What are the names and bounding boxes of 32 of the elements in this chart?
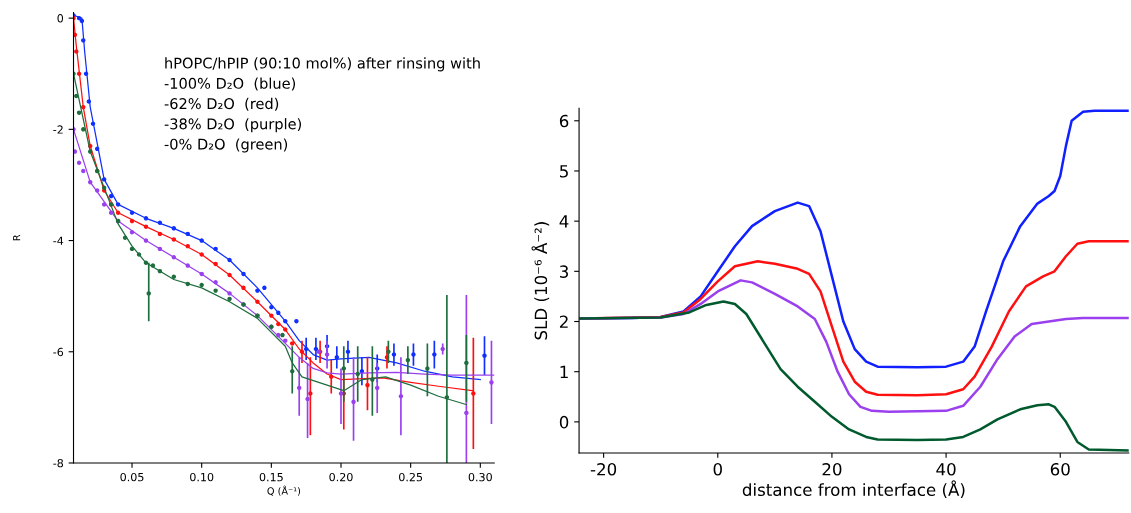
x-tick-label: -20 — [590, 463, 617, 476]
x-axis-title: distance from interface (Å) — [742, 480, 965, 499]
x-tick-label: 0.20 — [329, 472, 353, 482]
x-tick-label: 0.15 — [259, 472, 283, 482]
y-tick-label: 6 — [559, 114, 569, 128]
annotation: -62% D₂O (red) — [164, 97, 279, 111]
y-tick-label: 5 — [560, 165, 568, 178]
y-axis-title: SLD (10⁻⁶ Å⁻²) — [531, 222, 550, 340]
y-tick-label: 0 — [559, 415, 569, 429]
x-axis-title: Q (Å⁻¹) — [267, 485, 301, 496]
x-tick-label: 40 — [936, 463, 956, 476]
y-tick-label: -2 — [53, 125, 63, 134]
x-tick-label: 20 — [822, 463, 842, 476]
y-tick-label: -8 — [53, 458, 64, 468]
y-tick-label: 3 — [560, 265, 569, 278]
y-tick-label: 0 — [57, 14, 64, 23]
x-tick-label: 0 — [713, 463, 722, 476]
x-tick-label: 0.10 — [190, 472, 214, 482]
annotation: -38% D₂O (purple) — [164, 118, 302, 133]
x-tick-label: 0.25 — [399, 472, 423, 482]
y-tick-label: -4 — [53, 236, 64, 245]
y-tick-label: 2 — [559, 315, 568, 328]
y-tick-label: -6 — [53, 347, 64, 357]
annotation: hPOPC/hPIP (90:10 mol%) after rinsing with — [165, 57, 480, 72]
y-axis-title: R — [13, 234, 21, 241]
y-tick-label: 4 — [559, 215, 569, 228]
annotation: -0% D₂O (green) — [164, 138, 288, 153]
annotation: -100% D₂O (blue) — [164, 77, 296, 91]
x-tick-label: 60 — [1050, 463, 1070, 476]
x-tick-label: 0.05 — [120, 472, 144, 482]
y-tick-label: 1 — [560, 365, 568, 379]
x-tick-label: 0.30 — [468, 472, 492, 482]
